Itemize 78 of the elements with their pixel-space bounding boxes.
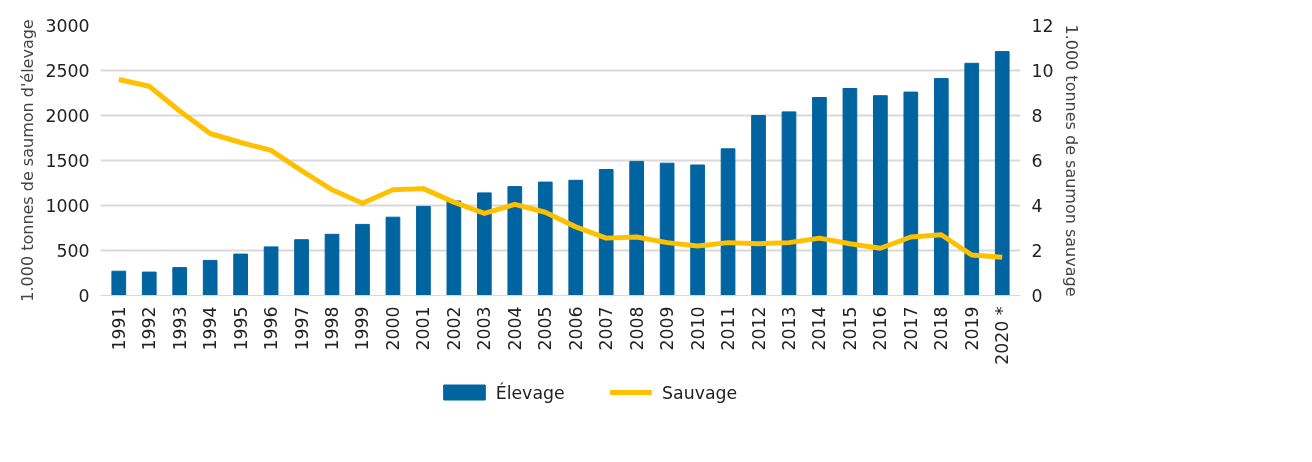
bar — [903, 91, 919, 296]
y-tick-label: 3000 — [45, 16, 90, 36]
bar — [629, 160, 645, 296]
legend-label: Élevage — [495, 381, 565, 403]
y2-tick-label: 6 — [1031, 151, 1043, 171]
bar — [812, 97, 827, 296]
x-tick-label: 2007 — [596, 306, 617, 351]
bar — [781, 111, 797, 296]
x-tick-label: 1999 — [352, 306, 373, 351]
y2-tick-label: 2 — [1031, 241, 1043, 261]
bar — [690, 164, 705, 296]
x-tick-label: 2012 — [748, 306, 769, 351]
y-tick-label: 1000 — [45, 196, 90, 216]
y2-tick-label: 0 — [1031, 286, 1043, 306]
x-tick-label: 1991 — [108, 306, 129, 351]
x-tick-label: 2011 — [718, 306, 739, 351]
x-tick-label: 2008 — [626, 306, 647, 351]
bar — [416, 205, 431, 296]
bar — [751, 115, 766, 296]
bar — [873, 95, 888, 296]
x-tick-label: 2019 — [961, 306, 982, 351]
bar — [111, 270, 127, 296]
x-tick-label: 1993 — [169, 306, 190, 351]
bar — [659, 162, 675, 296]
bar — [324, 233, 340, 296]
bar — [933, 78, 949, 296]
y-axis-title: 1.000 tonnes de saumon d'élevage — [18, 19, 38, 302]
y-tick-label: 1500 — [45, 151, 90, 171]
bar — [446, 200, 462, 296]
bar — [537, 181, 553, 296]
bar — [507, 186, 523, 296]
x-tick-label: 2013 — [778, 306, 799, 351]
x-tick-label: 2000 — [382, 306, 403, 351]
y2-tick-label: 4 — [1031, 196, 1043, 216]
bar — [233, 253, 248, 296]
bar — [202, 259, 218, 296]
x-tick-label: 1997 — [291, 306, 312, 351]
x-tick-label: 2016 — [870, 306, 891, 351]
y-tick-label: 2500 — [45, 61, 90, 81]
x-tick-label: 2009 — [657, 306, 678, 351]
x-tick-label: 2001 — [413, 306, 434, 351]
bar — [355, 223, 370, 296]
y2-tick-label: 8 — [1031, 106, 1043, 126]
x-tick-label: 1992 — [139, 306, 160, 351]
x-tick-label: 2005 — [535, 306, 556, 351]
bar — [172, 267, 188, 296]
x-tick-label: 2010 — [687, 306, 708, 351]
bar — [385, 216, 401, 296]
legend-label: Sauvage — [662, 382, 738, 403]
x-tick-label: 2015 — [839, 306, 860, 351]
x-tick-label: 2003 — [474, 306, 495, 351]
x-tick-label: 1995 — [230, 306, 251, 351]
x-tick-label: 1994 — [200, 306, 221, 351]
y2-tick-label: 10 — [1031, 61, 1054, 81]
bar — [294, 239, 309, 296]
x-tick-label: 1998 — [322, 306, 343, 351]
bar — [720, 148, 736, 296]
y-tick-label: 500 — [56, 241, 90, 261]
bar — [568, 179, 584, 296]
bar — [994, 51, 1010, 296]
bar — [964, 62, 980, 296]
x-tick-label: 2020 * — [992, 306, 1013, 365]
bar — [141, 271, 157, 296]
bar — [263, 246, 279, 296]
x-tick-label: 2018 — [931, 306, 952, 351]
bar — [842, 88, 858, 296]
y2-axis-title: 1.000 tonnes de saumon sauvage — [1061, 24, 1081, 297]
x-tick-label: 2002 — [443, 306, 464, 351]
y-tick-label: 0 — [78, 286, 90, 306]
x-tick-label: 2006 — [565, 306, 586, 351]
x-tick-label: 2014 — [809, 306, 830, 351]
bar — [598, 169, 614, 296]
y-tick-label: 2000 — [45, 106, 90, 126]
x-tick-label: 2004 — [504, 306, 525, 351]
x-tick-label: 1996 — [261, 306, 282, 351]
y2-tick-label: 12 — [1031, 16, 1054, 36]
x-tick-label: 2017 — [900, 306, 921, 351]
bar — [476, 192, 492, 296]
